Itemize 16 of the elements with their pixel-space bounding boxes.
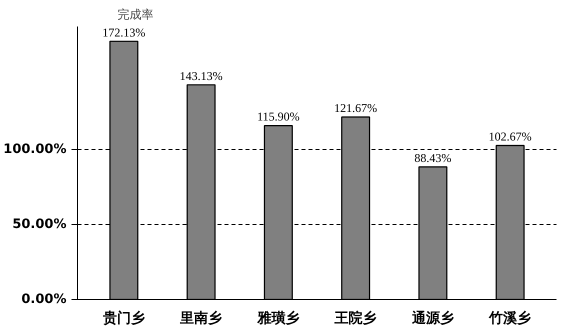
x-tick-label: 雅璜乡 — [256, 310, 300, 326]
y-tick-label: 0.00% — [21, 292, 67, 307]
data-label: 143.13% — [180, 68, 223, 83]
x-tick-label: 贵门乡 — [102, 310, 145, 326]
x-tick-label: 通源乡 — [410, 310, 454, 326]
x-tick-label: 竹溪乡 — [488, 310, 532, 326]
y-axis-title: 完成率 — [118, 8, 154, 22]
y-tick-label: 50.00% — [12, 217, 67, 232]
data-label: 102.67% — [488, 129, 532, 144]
data-label: 115.90% — [257, 110, 300, 124]
y-tick-label: 100.00% — [3, 142, 67, 157]
data-label: 172.13% — [102, 25, 146, 40]
data-label: 88.43% — [414, 150, 452, 165]
x-tick-label: 王院乡 — [334, 310, 377, 326]
data-label: 121.67% — [334, 100, 378, 115]
x-tick-label: 里南乡 — [179, 310, 222, 326]
